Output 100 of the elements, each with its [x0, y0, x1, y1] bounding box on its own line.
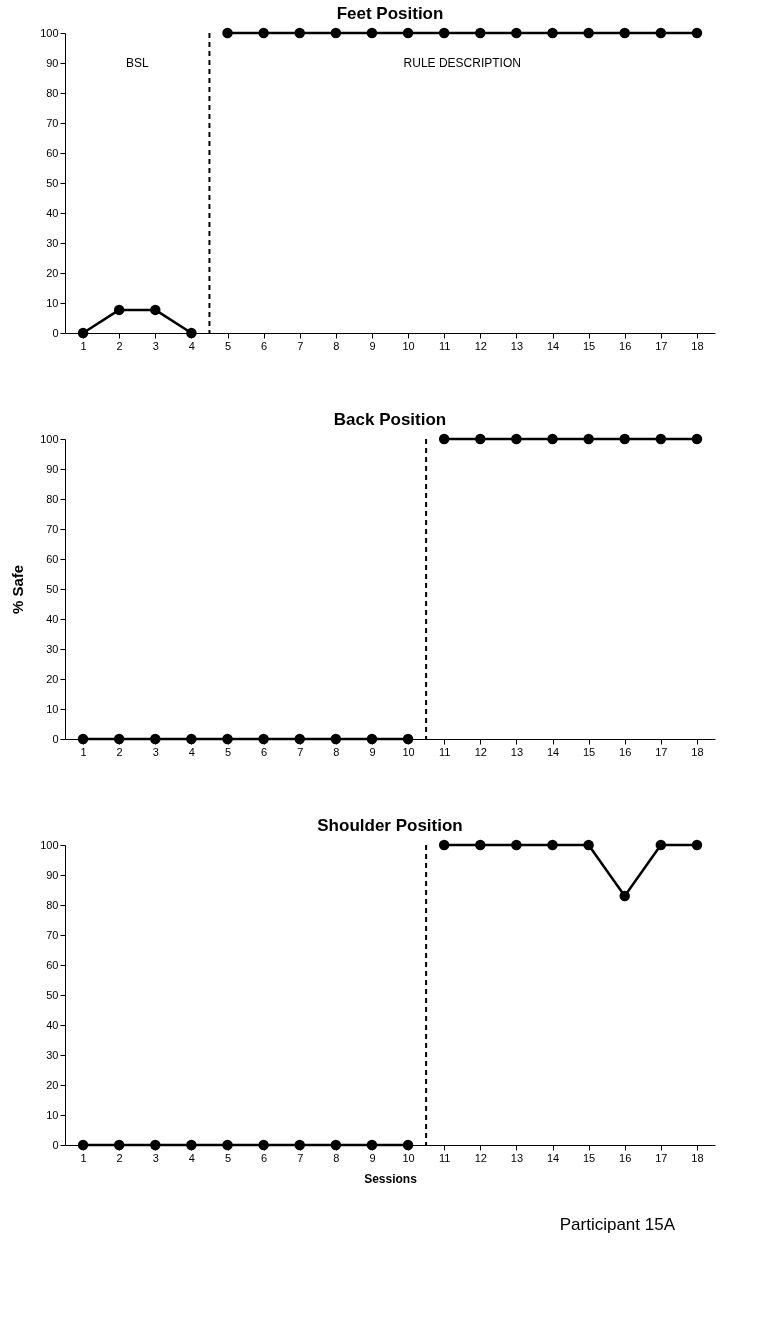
- text: Participant 15A: [559, 1215, 676, 1234]
- point: [655, 27, 667, 39]
- y-tick-label: 50: [46, 582, 59, 595]
- x-tick-label: 13: [510, 339, 524, 352]
- x-tick-label: 5: [224, 339, 232, 352]
- annotation: BSL: [125, 56, 149, 70]
- y-tick-label: 30: [46, 236, 59, 249]
- y-tick-label: 10: [46, 1108, 59, 1121]
- y-tick-label: 40: [46, 1018, 59, 1031]
- y-tick-label: 50: [46, 988, 59, 1001]
- point: [655, 839, 667, 851]
- y-tick-label: 80: [46, 86, 59, 99]
- y-tick-label: 70: [46, 928, 59, 941]
- x-tick-label: 13: [510, 1151, 524, 1164]
- x-tick-label: 11: [438, 745, 451, 758]
- x-tick-label: 8: [333, 745, 340, 758]
- x-tick-label: 2: [116, 1151, 123, 1164]
- point: [77, 327, 89, 339]
- x-tick-label: 9: [369, 745, 376, 758]
- x-tick-label: 5: [224, 745, 232, 758]
- x-tick-label: 10: [402, 745, 415, 758]
- x-tick-label: 6: [261, 339, 268, 352]
- y-tick-label: 10: [46, 702, 59, 715]
- x-tick-label: 1: [80, 745, 87, 758]
- x-tick-label: 18: [691, 1151, 704, 1164]
- y-tick-label: 100: [40, 838, 59, 851]
- point: [475, 27, 486, 39]
- x-tick-label: 11: [438, 1151, 451, 1164]
- y-tick-label: 100: [40, 26, 59, 39]
- chart-title: Feet Position: [336, 4, 444, 23]
- x-tick-label: 10: [402, 1151, 415, 1164]
- y-tick-label: 20: [46, 266, 59, 279]
- x-tick-label: 17: [655, 1151, 668, 1164]
- point: [438, 839, 450, 851]
- x-tick-label: 6: [261, 745, 268, 758]
- x-tick-label: 16: [619, 745, 632, 758]
- point: [691, 27, 703, 39]
- x-tick-label: 15: [582, 1151, 596, 1164]
- x-tick-label: 3: [152, 745, 159, 758]
- x-tick-label: 8: [333, 339, 340, 352]
- point: [366, 27, 378, 39]
- point: [619, 890, 630, 902]
- y-tick-label: 30: [46, 642, 59, 655]
- x-axis-title: Sessions: [364, 1171, 418, 1186]
- y-tick-label: 50: [46, 176, 59, 189]
- x-tick-label: 16: [619, 1151, 632, 1164]
- point: [691, 839, 703, 851]
- point: [511, 839, 522, 851]
- point: [150, 1139, 161, 1151]
- x-tick-label: 16: [619, 339, 632, 352]
- x-tick-label: 3: [152, 339, 159, 352]
- point: [619, 27, 630, 39]
- x-tick-label: 11: [438, 339, 451, 352]
- x-tick-label: 8: [333, 1151, 340, 1164]
- y-tick-label: 100: [40, 432, 59, 445]
- point: [258, 1139, 269, 1151]
- x-tick-label: 4: [188, 745, 195, 758]
- x-tick-label: 6: [261, 1151, 268, 1164]
- x-tick-label: 2: [116, 745, 123, 758]
- y-tick-label: 80: [46, 492, 59, 505]
- x-tick-label: 12: [474, 1151, 487, 1164]
- point: [294, 27, 305, 39]
- annotation: RULE DESCRIPTION: [403, 56, 521, 70]
- y-tick-label: 80: [46, 898, 59, 911]
- point: [77, 1139, 89, 1151]
- y-tick-label: 90: [46, 462, 59, 475]
- point: [511, 27, 522, 39]
- point: [583, 839, 594, 851]
- x-tick-label: 15: [582, 745, 596, 758]
- x-tick-label: 9: [369, 1151, 376, 1164]
- y-tick-label: 60: [46, 552, 59, 565]
- chart-title: Shoulder Position: [317, 816, 463, 835]
- x-tick-label: 2: [116, 339, 123, 352]
- point: [113, 304, 125, 316]
- point: [547, 27, 558, 39]
- y-tick-label: 40: [46, 206, 59, 219]
- x-tick-label: 1: [80, 339, 87, 352]
- point: [258, 27, 269, 39]
- point: [402, 27, 414, 39]
- x-tick-label: 7: [297, 745, 304, 758]
- point: [366, 1139, 378, 1151]
- point: [330, 27, 342, 39]
- point: [222, 27, 233, 39]
- point: [186, 327, 197, 339]
- x-tick-label: 17: [655, 745, 668, 758]
- point: [547, 839, 558, 851]
- x-tick-label: 3: [152, 1151, 159, 1164]
- x-tick-label: 18: [691, 745, 704, 758]
- y-tick-label: 60: [46, 958, 59, 971]
- x-tick-label: 14: [546, 339, 560, 352]
- point: [294, 1139, 305, 1151]
- point: [222, 1139, 233, 1151]
- y-tick-label: 20: [46, 1078, 59, 1091]
- x-tick-label: 4: [188, 1151, 195, 1164]
- y-tick-label: 90: [46, 56, 59, 69]
- y-tick-label: 90: [46, 868, 59, 881]
- chart-title: Back Position: [333, 410, 447, 429]
- y-tick-label: 60: [46, 146, 59, 159]
- x-tick-label: 18: [691, 339, 704, 352]
- x-tick-label: 7: [297, 339, 304, 352]
